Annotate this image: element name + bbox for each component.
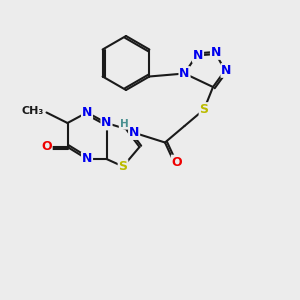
Text: N: N (179, 67, 190, 80)
Text: S: S (200, 103, 208, 116)
Text: O: O (172, 155, 182, 169)
Text: N: N (193, 49, 203, 62)
Text: N: N (129, 126, 139, 139)
Text: S: S (118, 160, 127, 173)
Text: H: H (119, 119, 128, 129)
Text: N: N (101, 116, 112, 130)
Text: CH₃: CH₃ (22, 106, 44, 116)
Text: N: N (221, 64, 232, 77)
Text: N: N (82, 106, 92, 119)
Text: O: O (41, 140, 52, 154)
Text: N: N (82, 152, 92, 166)
Text: N: N (211, 46, 221, 59)
